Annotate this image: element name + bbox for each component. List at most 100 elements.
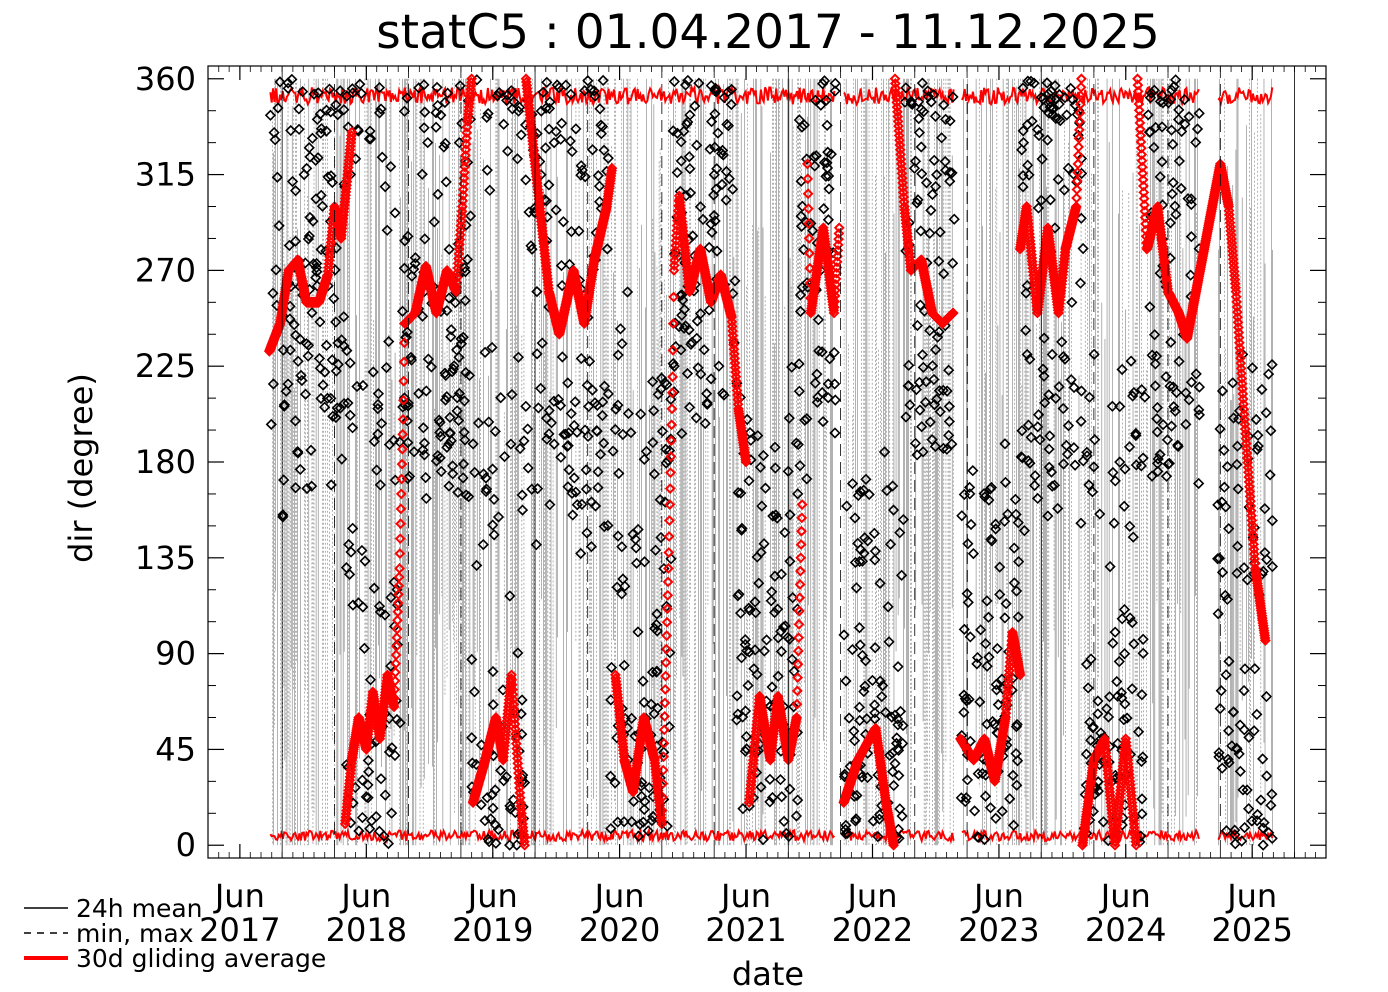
mean-point — [1135, 755, 1148, 768]
mean-point — [364, 674, 377, 686]
mean-point — [854, 639, 866, 651]
mean-point — [703, 304, 715, 316]
gliding-point — [793, 632, 805, 644]
mean-point — [1163, 457, 1175, 469]
mean-point — [1083, 391, 1096, 403]
mean-point — [592, 481, 604, 494]
mean-point — [292, 355, 304, 367]
mean-point — [1119, 463, 1131, 475]
mean-point — [994, 588, 1006, 601]
mean-point — [788, 701, 800, 713]
mean-point — [1137, 751, 1149, 763]
mean-point — [1044, 96, 1056, 108]
mean-point — [853, 622, 866, 634]
mean-point — [967, 547, 980, 560]
mean-point — [1136, 689, 1148, 701]
mean-point — [946, 167, 958, 179]
gliding-point — [802, 173, 814, 185]
mean-point — [671, 166, 683, 179]
mean-point — [678, 322, 690, 334]
gliding-point — [803, 218, 815, 229]
mean-point — [648, 468, 661, 480]
mean-point — [1185, 198, 1197, 211]
mean-point — [1136, 793, 1148, 805]
mean-point — [347, 599, 359, 611]
mean-point — [843, 712, 855, 724]
mean-point — [979, 638, 992, 650]
mean-point — [754, 461, 767, 473]
mean-point — [455, 338, 467, 350]
mean-point — [1023, 169, 1035, 181]
mean-point — [459, 265, 471, 278]
mean-point — [487, 665, 499, 678]
gliding-point — [665, 435, 677, 447]
mean-point — [289, 415, 302, 427]
gliding-point — [396, 443, 408, 455]
gliding-point — [452, 257, 464, 269]
mean-point — [638, 696, 650, 708]
mean-point — [418, 79, 430, 91]
mean-point — [285, 124, 297, 137]
mean-point — [937, 384, 949, 396]
mean-point — [1220, 825, 1233, 837]
mean-point — [1045, 93, 1057, 105]
mean-point — [612, 399, 624, 411]
gliding-point — [666, 387, 678, 399]
mean-point — [479, 815, 491, 827]
mean-point — [385, 160, 397, 173]
mean-point — [1238, 821, 1251, 834]
gliding-point — [728, 348, 740, 360]
mean-point — [796, 200, 809, 212]
gliding-point — [397, 394, 409, 406]
mean-point — [405, 351, 417, 364]
mean-point — [1249, 663, 1261, 675]
mean-point — [303, 230, 315, 242]
mean-point — [1121, 712, 1133, 724]
mean-point — [822, 378, 834, 390]
mean-point — [999, 612, 1011, 624]
mean-point — [972, 768, 984, 780]
mean-point — [581, 527, 593, 539]
gliding-point — [669, 245, 681, 256]
mean-point — [320, 125, 332, 137]
mean-point — [444, 427, 456, 440]
mean-point — [917, 105, 930, 118]
mean-point — [565, 88, 577, 100]
gliding-point — [511, 743, 523, 755]
gliding-point — [830, 273, 842, 285]
mean-point — [1259, 547, 1271, 559]
mean-point — [795, 210, 807, 222]
mean-point — [801, 473, 813, 485]
mean-point — [466, 732, 478, 744]
mean-point — [580, 464, 592, 476]
mean-point — [328, 292, 340, 305]
mean-point — [1065, 82, 1077, 95]
mean-point — [355, 87, 368, 100]
mean-point — [1152, 465, 1164, 478]
gliding-point — [796, 525, 807, 537]
mean-point — [997, 683, 1009, 695]
mean-point — [1115, 687, 1128, 699]
mean-point — [698, 344, 710, 356]
mean-point — [1148, 84, 1160, 96]
mean-point — [573, 225, 585, 237]
mean-point — [1212, 499, 1224, 511]
gliding-point — [394, 563, 406, 574]
gliding-point — [730, 375, 742, 387]
mean-point — [375, 103, 387, 115]
mean-point — [766, 586, 778, 598]
mean-point — [915, 141, 927, 153]
mean-point — [851, 789, 863, 802]
mean-point — [772, 670, 784, 682]
gliding-point — [792, 645, 804, 657]
mean-point — [512, 351, 525, 363]
mean-point — [678, 303, 691, 316]
mean-point — [1075, 415, 1087, 427]
gliding-point — [346, 126, 358, 138]
mean-point — [1164, 380, 1176, 392]
mean-point — [558, 428, 570, 441]
mean-point — [571, 499, 583, 511]
mean-point — [1238, 562, 1250, 574]
mean-point — [306, 480, 318, 492]
mean-point — [658, 746, 670, 758]
